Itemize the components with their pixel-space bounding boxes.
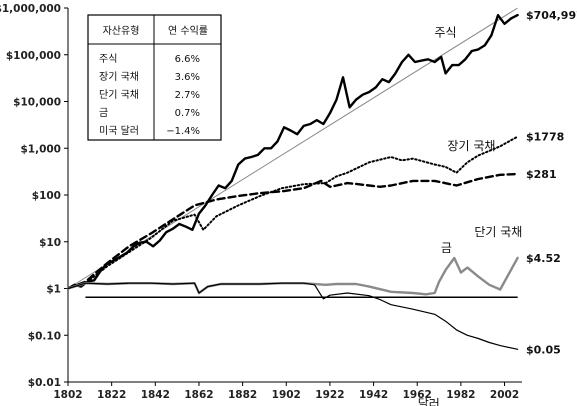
x-tick-label: 1962: [403, 389, 432, 401]
y-tick-label: $1,000,000: [0, 3, 61, 15]
x-tick-label: 1882: [228, 389, 257, 401]
series-end-value-label: $1778: [526, 131, 564, 144]
x-tick-label: 1942: [359, 389, 388, 401]
table-asset-return: 3.6%: [175, 72, 200, 83]
series-name-label: 달러: [418, 397, 440, 406]
table-header-asset-type: 자산유형: [103, 25, 140, 37]
x-tick-label: 1982: [446, 389, 475, 401]
y-tick-label: $0.10: [28, 330, 61, 342]
table-asset-name: 주식: [99, 53, 117, 65]
series-lines: [66, 13, 519, 350]
y-tick-label: $100,000: [6, 50, 61, 62]
return-table: 자산유형 연 수익률 주식 6.6% 장기 국채 3.6% 단기 국채 2.7%…: [87, 14, 222, 141]
series-end-value-label: $0.05: [526, 343, 561, 356]
series-end-value-label: $704,997: [526, 9, 577, 22]
table-asset-name: 단기 국채: [99, 89, 139, 101]
series-name-label: 단기 국채: [474, 225, 522, 239]
series-end-value-label: $281: [526, 168, 557, 181]
x-tick-label: 1922: [315, 389, 344, 401]
x-tick-label: 1842: [141, 389, 170, 401]
table-asset-name: 장기 국채: [99, 71, 139, 83]
series-name-label: 장기 국채: [447, 139, 495, 153]
table-asset-return: −1.4%: [166, 126, 200, 137]
series-name-label: 주식: [435, 25, 457, 39]
table-asset-return: 0.7%: [175, 108, 200, 119]
x-tick-label: 1802: [53, 389, 82, 401]
axes: $0.01 $0.10 $1 $10 $100 $1,000 $10,000 $100,000…: [0, 3, 522, 401]
table-asset-name: 금: [99, 107, 108, 119]
table-header-annual-return: 연 수익률: [168, 25, 208, 37]
table-asset-name: 미국 달러: [99, 125, 139, 137]
table-asset-return: 6.6%: [175, 54, 200, 65]
y-tick-label: $0.01: [28, 377, 61, 389]
y-tick-label: $100: [32, 190, 61, 202]
series-line-short-bills: [66, 172, 519, 290]
y-tick-label: $10: [39, 237, 61, 249]
y-tick-label: $1: [46, 284, 61, 296]
x-tick-label: 2002: [490, 389, 519, 401]
y-tick-label: $1,000: [20, 143, 61, 155]
x-tick-label: 1822: [97, 389, 126, 401]
series-end-value-label: $4.52: [526, 252, 561, 265]
x-tick-label: 1862: [184, 389, 213, 401]
table-asset-return: 2.7%: [175, 90, 200, 101]
x-tick-label: 1902: [272, 389, 301, 401]
series-line-dollar: [67, 282, 519, 350]
y-tick-label: $10,000: [13, 97, 61, 109]
series-name-label: 금: [441, 241, 452, 255]
series-labels: 주식 $704,997 장기 국채 $1778 단기 국채 $281 금 $4.52 달러 $0.…: [418, 9, 577, 406]
